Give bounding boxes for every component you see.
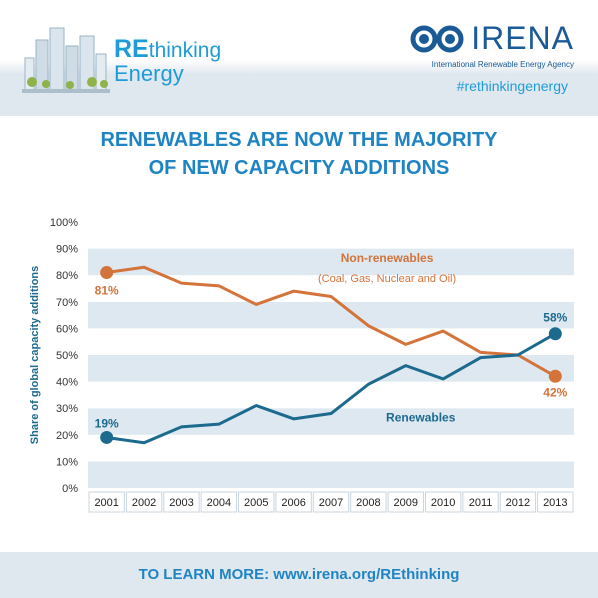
x-tick-label: 2005	[244, 497, 268, 509]
irena-logo-block: IRENA International Renewable Energy Age…	[409, 20, 574, 69]
series-line-non-renewables	[106, 265, 557, 378]
y-tick-label: 0%	[62, 483, 78, 495]
grid-band	[88, 328, 574, 355]
x-tick-box	[200, 491, 238, 513]
y-tick-label: 20%	[56, 430, 78, 442]
x-tick-label: 2002	[132, 497, 156, 509]
series-end-point	[548, 327, 562, 341]
series-label-non-renewables: Non-renewables	[341, 251, 434, 265]
data-label-non-renewables-start: 81%	[95, 284, 119, 298]
data-label-renewables-end: 58%	[543, 311, 567, 325]
x-tick-box	[238, 491, 275, 513]
page-title-line-2: OF NEW CAPACITY ADDITIONS	[148, 157, 450, 179]
series-end-point	[548, 369, 562, 383]
x-tick-label: 2008	[356, 497, 380, 509]
grid-band	[88, 355, 574, 382]
grid-band	[88, 301, 574, 329]
x-tick-label: 2007	[319, 497, 343, 509]
brand-re: RE	[114, 35, 149, 63]
y-tick-label: 50%	[56, 350, 78, 362]
grid-band	[88, 434, 574, 462]
data-label-non-renewables-end: 42%	[543, 385, 567, 399]
x-tick-label: 2010	[431, 497, 455, 509]
line-chart: 0% 10% 20% 30% 40% 50% 60% 70% 80% 90% 100% Share o…	[29, 217, 574, 513]
x-tick-box	[312, 491, 350, 513]
x-tick-box	[350, 491, 387, 513]
x-tick-label: 2003	[169, 497, 193, 509]
y-tick-label: 60%	[56, 323, 78, 335]
page-title-line-1: RENEWABLES ARE NOW THE MAJORITY	[100, 129, 498, 151]
series-start-point	[100, 266, 114, 280]
brand-energy: Energy	[114, 61, 184, 86]
x-tick-box	[537, 491, 574, 513]
x-tick-label: 2013	[543, 497, 567, 509]
x-tick-label: 2012	[506, 497, 530, 509]
x-tick-label: 2006	[281, 497, 305, 509]
x-tick-box	[387, 491, 424, 513]
x-tick-label: 2004	[207, 497, 231, 509]
x-tick-label: 2001	[94, 497, 118, 509]
y-tick-label: 30%	[56, 403, 78, 415]
y-tick-label: 90%	[56, 244, 78, 256]
city-skyline-icon	[22, 27, 110, 93]
x-tick-box	[275, 491, 312, 513]
rethinking-energy-logo: REthinking Energy	[114, 35, 222, 86]
grid-band	[88, 461, 574, 488]
x-tick-label: 2009	[394, 497, 418, 509]
series-label-renewables: Renewables	[386, 411, 456, 425]
x-tick-box	[499, 491, 537, 513]
y-tick-label: 100%	[50, 217, 78, 229]
page-title: RENEWABLES ARE NOW THE MAJORITY OF NEW C…	[0, 126, 598, 182]
y-tick-label: 80%	[56, 270, 78, 282]
x-tick-box	[88, 491, 125, 513]
hashtag: #rethinkingenergy	[456, 78, 568, 94]
grid-band	[88, 222, 574, 249]
agency-name: IRENA	[471, 20, 574, 56]
y-tick-label: 70%	[56, 297, 78, 309]
footer-link[interactable]: TO LEARN MORE: www.irena.org/REthinking	[0, 552, 598, 598]
chart-container: 0% 10% 20% 30% 40% 50% 60% 70% 80% 90% 100% Share o…	[0, 205, 598, 515]
globe-rings-icon	[410, 25, 464, 52]
series-start-point	[100, 430, 114, 444]
grid-band	[88, 248, 574, 276]
x-tick-label: 2011	[469, 497, 493, 509]
y-axis-label: Share of global capacity additions	[29, 266, 41, 444]
series-line-renewables	[106, 332, 557, 445]
x-tick-box	[163, 491, 200, 513]
data-label-renewables-start: 19%	[95, 416, 119, 430]
series-label-non-renewables-subtitle: (Coal, Gas, Nuclear and Oil)	[318, 273, 456, 285]
grid-band	[88, 381, 574, 409]
brand-thinking: thinking	[148, 39, 222, 62]
x-tick-box	[462, 491, 499, 513]
x-tick-box	[125, 491, 163, 513]
y-tick-label: 10%	[56, 456, 78, 468]
agency-full-name: International Renewable Energy Agency	[431, 59, 574, 69]
y-tick-label: 40%	[56, 377, 78, 389]
x-tick-box	[424, 491, 462, 513]
